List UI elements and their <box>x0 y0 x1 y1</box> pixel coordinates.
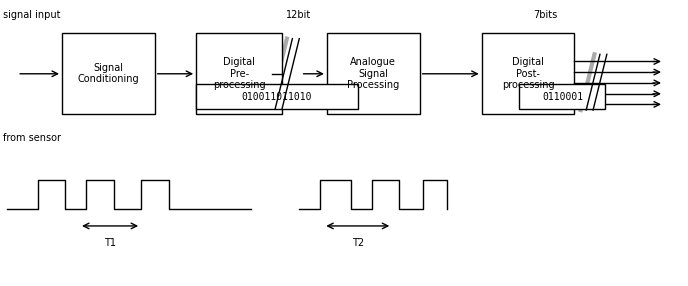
Bar <box>62 33 155 114</box>
Bar <box>327 33 420 114</box>
Text: T1: T1 <box>104 238 116 248</box>
Text: from sensor: from sensor <box>3 133 61 143</box>
Text: Digital
Post-
processing: Digital Post- processing <box>502 57 555 90</box>
Text: 0110001: 0110001 <box>542 92 583 102</box>
Text: 7bits: 7bits <box>533 10 557 20</box>
Text: Digital
Pre-
processing: Digital Pre- processing <box>213 57 266 90</box>
Text: Analogue
Signal
Processing: Analogue Signal Processing <box>347 57 399 90</box>
Text: 12bit: 12bit <box>286 10 311 20</box>
Bar <box>482 33 574 114</box>
Text: 010011011010: 010011011010 <box>241 92 312 102</box>
Bar <box>196 84 358 109</box>
Bar <box>519 84 605 109</box>
Text: Signal
Conditioning: Signal Conditioning <box>78 63 139 84</box>
Text: signal input: signal input <box>3 10 61 20</box>
Bar <box>196 33 282 114</box>
Text: T2: T2 <box>352 238 364 248</box>
